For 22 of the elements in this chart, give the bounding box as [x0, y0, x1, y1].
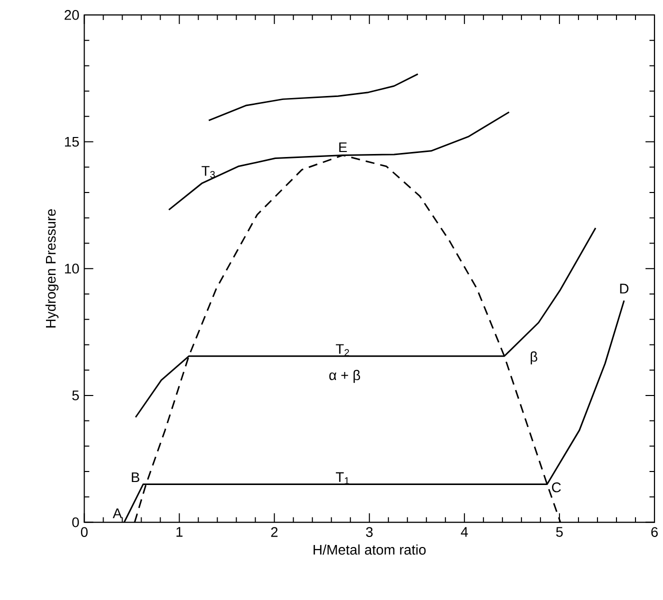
y-axis-title: Hydrogen Pressure	[45, 209, 58, 328]
annotation: β	[530, 351, 538, 364]
y-tick-label: 5	[72, 390, 79, 400]
x-tick-label: 2	[271, 527, 278, 537]
annotation: D	[620, 284, 628, 294]
x-tick-label: 1	[176, 527, 183, 537]
line-series	[208, 73, 419, 122]
y-tick-label: 20	[64, 10, 79, 20]
annotation: E	[339, 142, 347, 152]
x-axis-title: H/Metal atom ratio	[314, 544, 426, 555]
y-tick-label: 0	[72, 517, 79, 528]
x-tick-label: 6	[651, 527, 658, 537]
annotation: B	[132, 472, 140, 482]
x-tick-label: 0	[80, 527, 88, 537]
y-tick-label: 10	[65, 264, 79, 274]
x-tick-label: 5	[556, 527, 563, 537]
x-tick-label: 3	[366, 527, 373, 537]
annotation: A	[112, 508, 122, 518]
x-tick-label: 4	[460, 527, 468, 537]
y-tick-label: 15	[65, 136, 79, 147]
annotation: C	[552, 482, 561, 492]
annotation: α + β	[329, 370, 360, 383]
